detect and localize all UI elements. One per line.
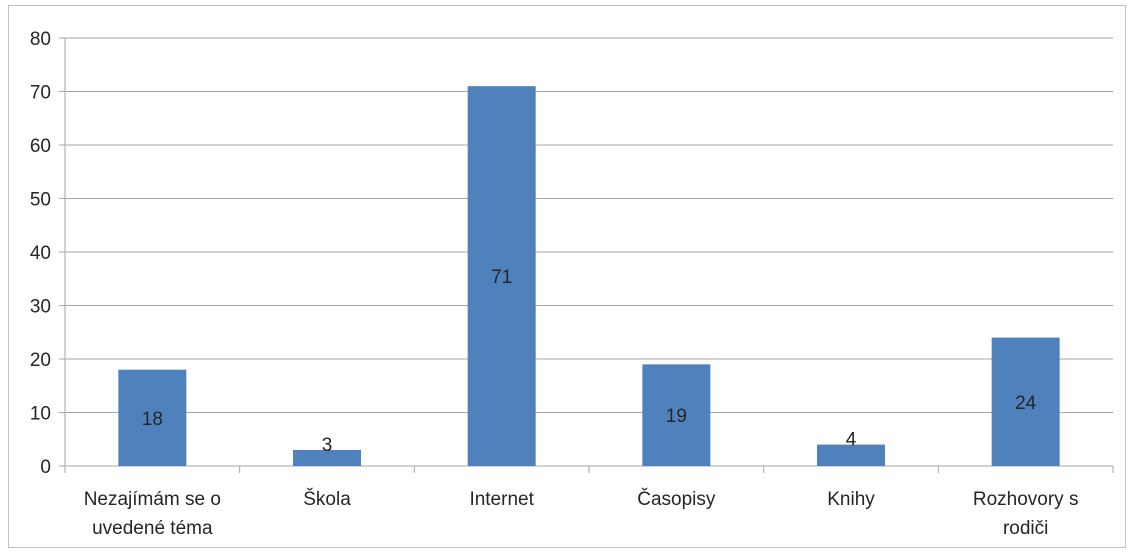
x-category-label: Nezajímám se o xyxy=(84,489,221,510)
bar xyxy=(467,86,536,467)
y-tick-label: 70 xyxy=(30,83,51,104)
x-category-label: Internet xyxy=(469,489,534,510)
gridlines xyxy=(65,37,1113,413)
data-label: 19 xyxy=(666,406,687,427)
data-label: 3 xyxy=(322,435,333,456)
y-tick-label: 50 xyxy=(30,190,51,211)
y-tick-label: 60 xyxy=(30,136,51,157)
y-tick-label: 0 xyxy=(40,457,51,478)
x-category-labels: Nezajímám se o uvedené téma Škola Internet Č… xyxy=(84,488,1079,539)
data-labels: 18 3 71 19 4 24 xyxy=(142,267,1037,456)
bar xyxy=(991,337,1060,466)
y-tick-label: 80 xyxy=(30,29,51,50)
axes xyxy=(59,37,1114,473)
data-label: 18 xyxy=(142,409,163,430)
x-category-label: Škola xyxy=(303,488,351,510)
x-category-label: rodiči xyxy=(1003,518,1048,539)
bars xyxy=(118,86,1060,467)
bar xyxy=(817,444,885,466)
bar xyxy=(642,364,711,466)
x-category-label: Knihy xyxy=(827,489,875,510)
bar xyxy=(118,369,187,466)
y-tick-label: 20 xyxy=(30,350,51,371)
x-category-label: Časopisy xyxy=(637,488,716,510)
chart-frame xyxy=(8,5,1126,548)
x-category-label: uvedené téma xyxy=(92,518,213,539)
y-tick-label: 30 xyxy=(30,297,51,318)
y-tick-label: 10 xyxy=(30,404,51,425)
data-label: 24 xyxy=(1015,393,1037,414)
y-tick-labels: 0 10 20 30 40 50 60 70 80 xyxy=(30,29,51,478)
y-tick-label: 40 xyxy=(30,243,51,264)
bar xyxy=(293,449,361,466)
data-label: 4 xyxy=(846,430,857,451)
data-label: 71 xyxy=(491,267,512,288)
x-category-label: Rozhovory s xyxy=(973,489,1079,510)
